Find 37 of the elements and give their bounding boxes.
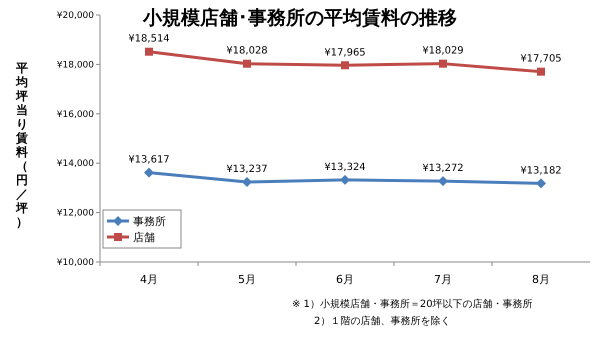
x-tick-label: 4月	[140, 273, 158, 286]
y-tick-label: ¥14,000	[56, 159, 94, 170]
chart-title: 小規模店舗･事務所の平均賃料の推移	[142, 7, 457, 29]
data-label: ¥18,029	[422, 46, 464, 57]
data-label: ¥13,617	[128, 154, 170, 166]
y-tick-label: ¥12,000	[56, 208, 94, 219]
point	[536, 178, 546, 188]
x-tick-label: 5月	[238, 273, 256, 286]
data-label: ¥17,705	[520, 54, 562, 65]
y-tick-label: ¥20,000	[56, 11, 94, 21]
point	[144, 168, 154, 178]
data-label: ¥13,237	[226, 164, 268, 176]
data-label: ¥18,028	[226, 46, 268, 57]
x-tick-label: 6月	[336, 273, 354, 286]
y-tick-label: ¥16,000	[56, 110, 94, 120]
data-label: ¥13,324	[324, 162, 366, 173]
point	[242, 177, 252, 188]
data-label: ¥13,182	[520, 165, 562, 176]
x-tick-label: 8月	[532, 273, 550, 286]
text: 平均坪当り賃料（円／坪）	[16, 61, 28, 229]
x-tick-label: 7月	[434, 273, 452, 286]
point	[243, 60, 251, 68]
y-tick-label: ¥10,000	[56, 258, 94, 268]
data-label: ¥18,514	[128, 34, 170, 45]
point	[439, 60, 447, 68]
data-label: ¥17,965	[324, 47, 366, 58]
legend-label: 事務所	[133, 215, 166, 228]
y-tick-label: ¥18,000	[56, 60, 94, 70]
point	[145, 48, 153, 56]
point	[537, 68, 545, 76]
text: 2）１階の店舗、事務所を除く	[314, 315, 450, 327]
data-label: ¥13,272	[422, 163, 464, 174]
text: ※ 1）小規模店舗・事務所＝20坪以下の店舗・事務所	[292, 298, 533, 310]
point	[340, 174, 350, 185]
legend-label: 店舗	[133, 231, 155, 244]
point	[438, 176, 448, 186]
point	[341, 61, 349, 70]
